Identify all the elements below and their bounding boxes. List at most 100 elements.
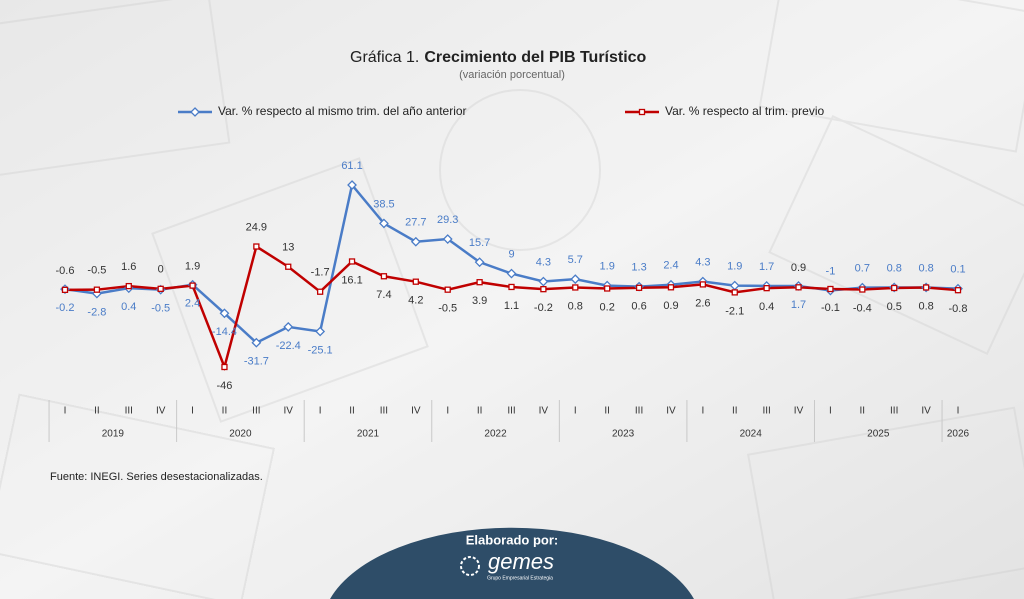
point (410, 236, 421, 247)
chart-title: Gráfica 1. Crecimiento del PIB Turístico (350, 49, 647, 66)
legend-label: Var. % respecto al mismo trim. del año a… (218, 104, 467, 118)
data-label: 27.7 (405, 217, 426, 229)
point (93, 286, 101, 293)
data-label: 2.4 (663, 260, 678, 272)
data-label: 24.9 (246, 221, 267, 233)
data-label: -0.2 (56, 302, 75, 314)
data-label: -0.5 (87, 265, 106, 277)
data-label: 0.9 (663, 300, 678, 312)
point (315, 326, 326, 337)
data-label: -1 (826, 265, 836, 277)
data-label: 4.2 (408, 295, 423, 307)
point (442, 234, 453, 244)
point (285, 263, 292, 270)
data-label: 4.3 (536, 256, 551, 268)
data-label: -2.8 (87, 306, 106, 318)
point (570, 274, 581, 285)
data-label: -1.7 (311, 267, 330, 279)
legend-label: Var. % respecto al trim. previo (665, 104, 824, 118)
point (379, 218, 389, 229)
data-label: 0.8 (887, 262, 902, 274)
x-tick-label: I (64, 406, 67, 417)
point (604, 285, 611, 292)
data-label: 1.1 (504, 300, 519, 312)
point (699, 281, 707, 288)
data-label: -0.1 (821, 302, 840, 314)
x-tick-label: III (380, 406, 388, 417)
point (922, 284, 930, 291)
data-label: -0.5 (438, 303, 457, 315)
x-group-label: 2023 (612, 429, 635, 440)
data-label: 0.6 (631, 301, 646, 313)
x-tick-label: II (732, 406, 738, 417)
x-tick-label: III (125, 406, 133, 417)
data-label: 1.9 (600, 261, 615, 273)
x-tick-label: IV (284, 406, 294, 417)
data-label: 15.7 (469, 237, 490, 249)
point (538, 276, 549, 287)
point (506, 268, 517, 279)
data-label: 0.8 (918, 262, 933, 274)
x-group-label: 2019 (102, 429, 125, 440)
x-tick-label: I (446, 406, 449, 417)
data-label: 5.7 (568, 254, 583, 266)
x-tick-label: IV (921, 406, 931, 417)
x-tick-label: IV (794, 406, 804, 417)
point (540, 286, 547, 293)
x-tick-label: III (507, 406, 515, 417)
x-tick-label: II (477, 406, 483, 417)
x-tick-label: IV (666, 406, 676, 417)
x-group-label: 2024 (740, 429, 763, 440)
x-tick-label: II (860, 406, 866, 417)
x-tick-label: IV (539, 406, 549, 417)
data-label: 13 (282, 242, 294, 254)
data-label: 0.7 (855, 263, 870, 275)
logo-icon (460, 556, 480, 576)
x-group-label: 2022 (484, 429, 507, 440)
data-label: -0.4 (853, 302, 872, 314)
x-tick-label: II (222, 406, 228, 417)
point (221, 363, 228, 371)
point (476, 279, 483, 286)
title-text: Crecimiento del PIB Turístico (424, 49, 646, 66)
data-label: 1.7 (759, 261, 774, 273)
footer-logo-subtitle: Grupo Empresarial Estrategia (487, 575, 553, 581)
point (283, 321, 294, 332)
data-label: -2.1 (725, 305, 744, 317)
data-label: 1.6 (121, 261, 136, 273)
data-label: -25.1 (308, 344, 333, 356)
data-label: 0.8 (918, 300, 933, 312)
legend-marker (190, 107, 200, 117)
data-label: 0.4 (121, 301, 136, 313)
data-label: 3.9 (472, 295, 487, 307)
data-label: -22.4 (276, 340, 301, 352)
point (859, 286, 866, 293)
source-note: Fuente: INEGI. Series desestacionalizada… (50, 471, 263, 483)
x-tick-label: I (701, 406, 704, 417)
point (61, 286, 69, 293)
x-group-label: 2026 (947, 429, 970, 440)
point (667, 284, 675, 291)
x-tick-label: III (890, 406, 898, 417)
point (508, 283, 515, 291)
point (763, 285, 770, 292)
data-label: 9 (508, 248, 514, 260)
data-label: 2.6 (695, 297, 710, 309)
x-tick-label: IV (411, 406, 421, 417)
data-label: -46 (217, 380, 233, 392)
point (157, 285, 164, 292)
point (125, 282, 132, 290)
point (954, 287, 962, 294)
chart-subtitle: (variación porcentual) (459, 69, 565, 81)
point (347, 180, 357, 190)
data-label: 4.3 (695, 256, 710, 268)
data-label: 0.1 (950, 264, 965, 276)
data-label: 1.9 (185, 261, 200, 273)
data-label: 1.3 (631, 262, 646, 274)
point (444, 286, 451, 293)
data-label: 38.5 (373, 198, 394, 210)
data-label: -14.4 (212, 326, 237, 338)
x-tick-label: I (829, 406, 832, 417)
data-label: 61.1 (341, 160, 362, 172)
